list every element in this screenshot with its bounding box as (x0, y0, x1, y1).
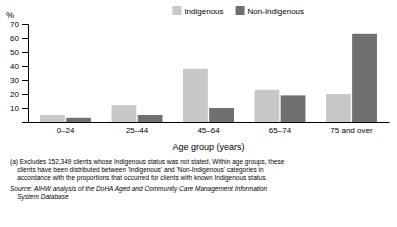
y-tick-label: 40 (10, 62, 19, 71)
bar (209, 108, 234, 122)
x-tick-label: 0–24 (57, 126, 75, 135)
y-tick: 20 (10, 90, 28, 99)
bar (326, 94, 351, 122)
y-tick-mark (22, 38, 28, 39)
x-tick-label: 65–74 (269, 126, 292, 135)
legend-item: Non-Indigenous (236, 6, 304, 16)
x-axis: 0–24 25–44 45–64 65–74 75 and over (29, 123, 390, 135)
legend: Indigenous Non-Indigenous (172, 6, 304, 16)
y-tick-label: 30 (10, 76, 19, 85)
x-tick: 25–44 (126, 126, 149, 135)
y-tick: 70 (10, 20, 28, 29)
footnote: (a) Excludes 152,349 clients whose Indig… (10, 158, 285, 182)
y-tick: 30 (10, 76, 28, 85)
y-tick-mark (22, 66, 28, 67)
x-tick: 45–64 (197, 126, 220, 135)
x-tick-label: 75 and over (330, 126, 373, 135)
x-tick: 65–74 (269, 126, 292, 135)
bar (40, 115, 65, 122)
y-tick-label: 50 (10, 48, 19, 57)
y-tick: 40 (10, 62, 28, 71)
x-tick-label: 45–64 (197, 126, 220, 135)
series (66, 34, 377, 122)
x-tick-label: 25–44 (126, 126, 149, 135)
y-tick-mark (22, 52, 28, 53)
y-tick: 60 (10, 34, 28, 43)
y-tick-mark (22, 80, 28, 81)
bar (281, 95, 306, 122)
y-tick: 50 (10, 48, 28, 57)
y-tick-mark (22, 24, 28, 25)
legend-swatch (236, 6, 245, 15)
legend-swatch (172, 6, 181, 15)
legend-label: Indigenous (184, 7, 223, 16)
y-tick-label: 70 (10, 20, 19, 29)
bar (66, 118, 91, 122)
chart: 10 20 30 40 50 60 70 0–24 25–44 45–64 65–74 75 and … (0, 0, 397, 227)
footnote: Source: AIHW analysis of the DoHA Aged a… (10, 185, 268, 201)
legend-item: Indigenous (172, 6, 223, 16)
y-axis-label: % (6, 10, 14, 20)
plot-area: 10 20 30 40 50 60 70 0–24 25–44 45–64 65–74 75 and … (10, 20, 389, 135)
y-axis: 10 20 30 40 50 60 70 (10, 20, 28, 122)
bar (352, 34, 377, 122)
bar (183, 69, 208, 122)
x-axis-line (29, 122, 390, 123)
y-tick-label: 10 (10, 104, 19, 113)
bar (254, 90, 279, 122)
series (40, 69, 351, 122)
y-tick-mark (22, 94, 28, 95)
y-tick-mark (22, 108, 28, 109)
y-tick-label: 60 (10, 34, 19, 43)
bars (40, 34, 377, 122)
y-axis-line (22, 25, 29, 123)
bar (138, 115, 163, 122)
legend-label: Non-Indigenous (248, 7, 304, 16)
y-tick-label: 20 (10, 90, 19, 99)
x-tick: 0–24 (57, 126, 75, 135)
x-tick: 75 and over (330, 126, 373, 135)
y-tick: 10 (10, 104, 28, 113)
x-axis-label: Age group (years) (172, 142, 244, 152)
bar (112, 105, 137, 122)
